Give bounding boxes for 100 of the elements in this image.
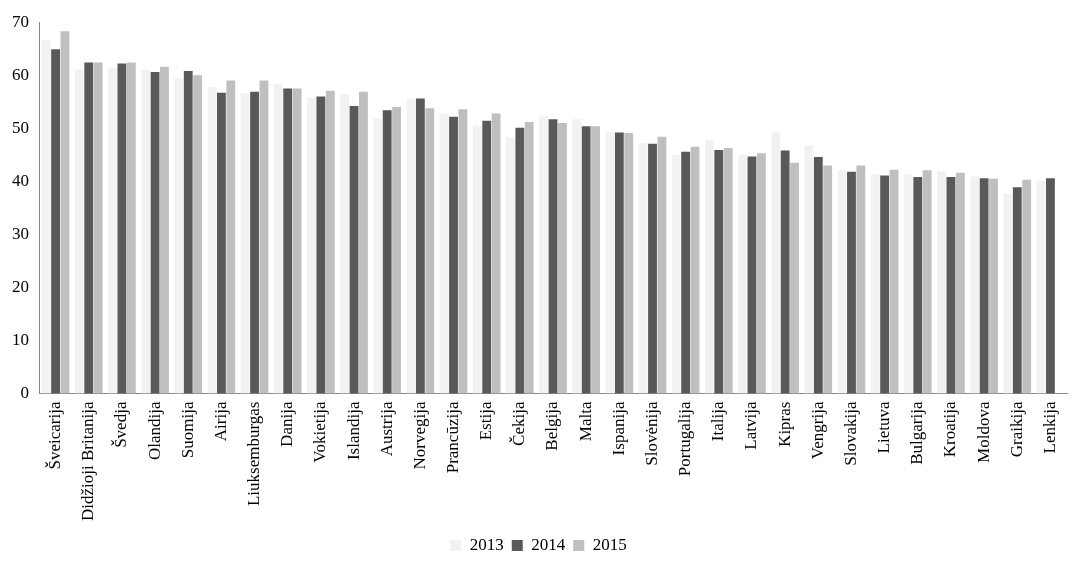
legend-label: 2014 (531, 534, 566, 554)
bar (41, 40, 51, 394)
bar (955, 172, 965, 394)
x-tick-label: Liuksemburgas (244, 401, 264, 507)
bar (1003, 193, 1013, 394)
bar (813, 156, 823, 394)
bar (506, 137, 515, 394)
x-tick-label: Bulgarija (907, 401, 927, 465)
bar (614, 132, 624, 394)
bar (117, 63, 127, 394)
y-tick-label: 40 (12, 170, 29, 190)
bar (638, 143, 648, 394)
bar (856, 165, 866, 394)
x-tick-label: Belgija (542, 401, 562, 451)
bar (705, 139, 714, 394)
bar (903, 174, 913, 394)
bar (671, 154, 681, 394)
x-tick-label: Prancūzija (442, 401, 462, 474)
bar (174, 77, 184, 394)
bar (979, 178, 989, 394)
bar (51, 49, 60, 394)
x-tick-label: Vengrija (807, 401, 827, 460)
bar (723, 147, 733, 394)
x-tick-label: Lenkija (1039, 401, 1059, 454)
bar (913, 177, 923, 394)
bar (657, 136, 667, 394)
bar (946, 177, 956, 394)
bar (572, 119, 582, 394)
x-tick-label: Portugalija (675, 401, 695, 477)
bar (847, 171, 856, 394)
bar (84, 62, 94, 394)
bar (449, 116, 458, 394)
bar (126, 62, 136, 394)
bar (349, 106, 359, 394)
bar (681, 151, 691, 394)
bar (823, 165, 833, 394)
bar (624, 133, 634, 394)
bar (605, 132, 615, 394)
x-tick-label: Švedja (111, 401, 131, 448)
bar (591, 126, 600, 394)
x-tick-label: Austrija (376, 401, 396, 457)
bar (273, 84, 283, 394)
bar (714, 150, 724, 394)
x-tick-label: Slovėnija (641, 401, 661, 466)
bar (425, 108, 435, 394)
y-tick-label: 20 (12, 276, 29, 296)
x-tick-label: Airija (210, 401, 230, 442)
bar (515, 127, 525, 394)
bar (226, 80, 236, 394)
x-tick-label: Moldova (973, 401, 993, 463)
bar (937, 171, 946, 394)
bar (259, 80, 269, 394)
bar (150, 72, 160, 394)
bar (250, 91, 259, 394)
bar (183, 71, 193, 394)
bar (738, 154, 747, 394)
bar (548, 119, 558, 394)
bar (472, 125, 482, 394)
x-tick-label: Graikija (1006, 401, 1026, 458)
bar (340, 94, 350, 394)
bar (780, 150, 790, 394)
legend-label: 2013 (469, 534, 504, 554)
bar (392, 107, 402, 394)
bar (439, 113, 449, 394)
x-tick-label: Danija (277, 401, 297, 447)
bar (316, 96, 326, 394)
bar (93, 62, 103, 394)
bar (482, 120, 492, 394)
bar (373, 118, 383, 394)
bar (60, 31, 70, 394)
bar (690, 146, 700, 394)
bar (1046, 178, 1055, 394)
x-tick-label: Estija (476, 401, 496, 441)
x-tick-label: Norvegija (409, 401, 429, 470)
x-tick-label: Islandija (343, 401, 363, 461)
bar (108, 67, 117, 394)
bar (160, 66, 169, 394)
bar (415, 98, 425, 394)
bar (747, 156, 757, 394)
bar (539, 115, 549, 394)
y-tick-label: 10 (12, 329, 29, 349)
bar (970, 176, 980, 394)
bar (1036, 180, 1046, 394)
x-tick-label: Italija (708, 401, 728, 442)
bar (648, 143, 657, 394)
bar (307, 97, 316, 394)
x-tick-label: Kroatija (940, 401, 960, 458)
bar (216, 92, 226, 394)
x-tick-label: Šveicarija (45, 401, 65, 470)
x-tick-label: Latvija (741, 401, 761, 450)
bar (458, 109, 468, 394)
bar (880, 175, 890, 394)
bar (382, 110, 392, 394)
bar (790, 162, 799, 394)
y-tick-label: 0 (20, 383, 29, 403)
bar (74, 68, 84, 394)
bar (804, 145, 814, 394)
x-tick-label: Lietuva (874, 401, 894, 454)
y-tick-label: 60 (12, 64, 29, 84)
bar (524, 121, 534, 394)
